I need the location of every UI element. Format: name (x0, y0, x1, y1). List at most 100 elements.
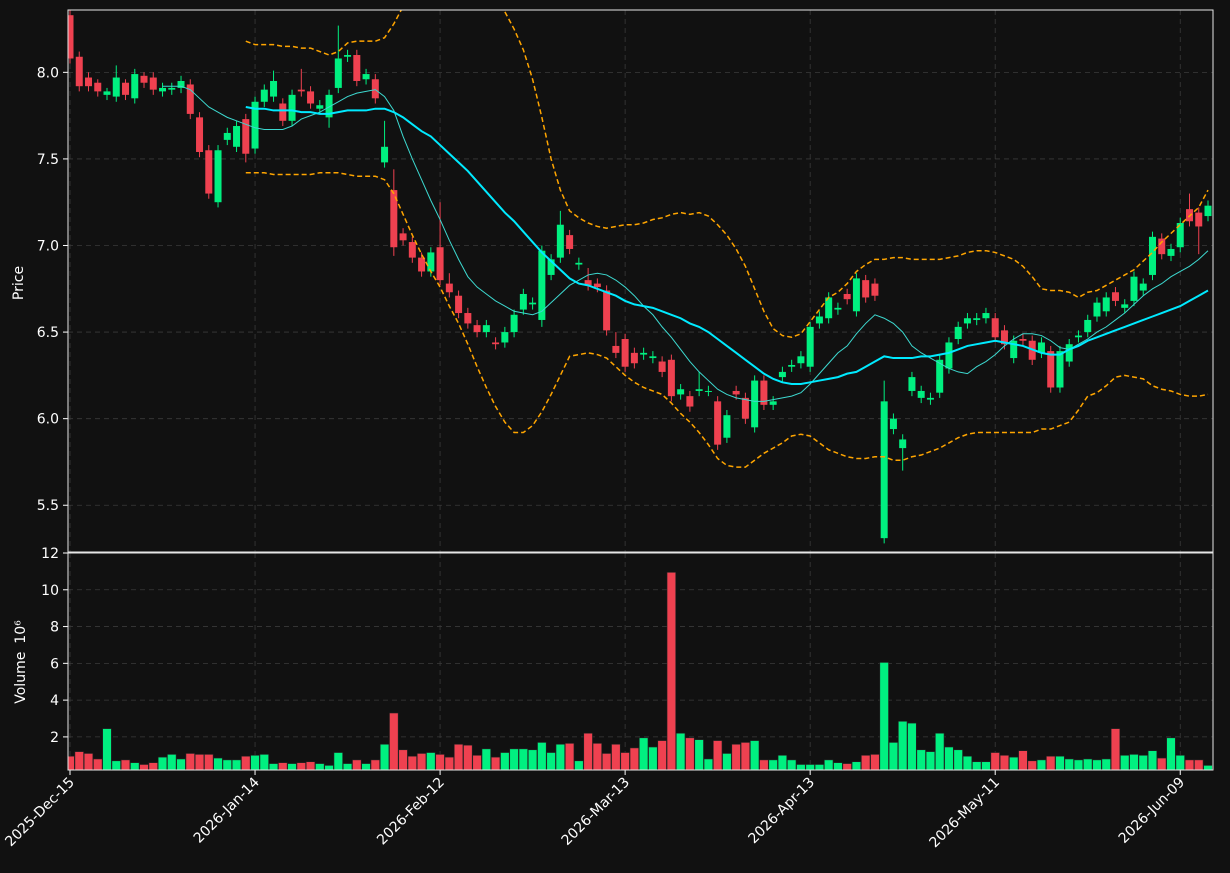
volume-bar (1184, 759, 1195, 770)
volume-bar (176, 758, 186, 770)
candle-body (667, 359, 675, 397)
y-tick-label: 12 (41, 546, 59, 562)
volume-bar (675, 732, 686, 770)
volume-bar (527, 749, 538, 770)
candle-body (917, 390, 925, 398)
volume-bar (666, 572, 677, 770)
volume-bar (722, 753, 732, 770)
volume-bar (694, 739, 704, 770)
candle-body (168, 87, 176, 90)
volume-bar (370, 759, 380, 770)
candle-body (94, 82, 102, 92)
candle-body (732, 390, 740, 395)
volume-bar (268, 763, 279, 770)
candle-body (1084, 319, 1092, 333)
candle-body (825, 297, 833, 319)
y-tick-label: 10 (41, 583, 59, 599)
volume-bar (768, 759, 778, 770)
candle-body (510, 314, 518, 333)
volume-bar (851, 761, 862, 770)
candle-body (852, 278, 860, 312)
volume-bar (398, 749, 408, 770)
volume-bar (842, 763, 852, 770)
y-tick-label: 8.0 (37, 65, 59, 81)
volume-frame (67, 552, 1214, 771)
candle-body (1093, 302, 1101, 317)
candle-body (325, 94, 333, 118)
volume-bar (657, 740, 667, 770)
candle-body (260, 89, 268, 102)
volume-bar (953, 749, 963, 770)
candle-body (122, 82, 130, 95)
candle-body (371, 79, 379, 99)
candle-body (843, 293, 851, 300)
candle-body (529, 302, 537, 305)
volume-bar (796, 764, 806, 770)
volume-bar (333, 752, 343, 770)
volume-bar (879, 662, 889, 770)
volume-bar (1138, 754, 1148, 770)
volume-bar (185, 753, 195, 770)
volume-bar (935, 732, 945, 770)
candle-body (288, 94, 296, 121)
indicator-line (162, 85, 1209, 402)
candle-body (1074, 335, 1082, 338)
candle-body (205, 150, 213, 194)
volume-bar (1092, 759, 1102, 770)
volume-bar (861, 754, 871, 770)
volume-bar (342, 763, 353, 770)
candle-body (75, 56, 83, 87)
candle-body (963, 318, 971, 324)
volume-bar (564, 743, 575, 770)
candle-body (899, 439, 907, 449)
volume-bar (638, 737, 649, 770)
volume-bar (222, 759, 232, 770)
candle-body (1148, 236, 1156, 275)
y-tick-label: 7.5 (37, 152, 59, 168)
volume-bar (305, 761, 316, 770)
volume-bar (518, 748, 528, 770)
candle-body (427, 252, 435, 272)
candle-body (1167, 248, 1175, 256)
candle-body (677, 389, 685, 395)
volume-bar (453, 743, 464, 770)
volume-bar (1203, 765, 1213, 770)
volume-bar (870, 754, 880, 770)
volume-bar (1046, 755, 1056, 770)
candle-body (186, 84, 194, 114)
candle-body (714, 401, 722, 445)
volume-bar (685, 737, 695, 770)
volume-bar (620, 752, 630, 770)
candle-body (621, 339, 629, 367)
candle-body (214, 150, 222, 203)
volume-bar (925, 751, 936, 770)
volume-bar (278, 762, 288, 770)
volume-bar (324, 765, 334, 770)
volume-bar (463, 744, 473, 770)
candle-body (575, 262, 583, 265)
volume-bar (1147, 750, 1158, 770)
volume-bar (472, 754, 482, 770)
volume-bar (1175, 754, 1185, 770)
volume-plot (68, 553, 1213, 770)
y-tick-label: 7.0 (37, 239, 59, 255)
candle-body (630, 352, 638, 364)
price-axis-label: Price (11, 266, 27, 300)
candle-body (334, 58, 342, 88)
volume-bar (888, 742, 899, 770)
candle-body (538, 250, 546, 320)
y-tick-label: 6.5 (37, 325, 59, 341)
candle-body (103, 91, 111, 95)
volume-bar (435, 754, 445, 770)
y-tick-label: 6 (50, 656, 59, 672)
candle-body (131, 74, 139, 99)
candle-body (1102, 297, 1110, 312)
candle-body (196, 117, 204, 152)
price-frame (67, 9, 1214, 553)
candle-body (408, 242, 416, 258)
volume-unit: 10⁶ (13, 620, 29, 644)
volume-label: Volume (13, 652, 29, 704)
volume-bar (93, 758, 103, 770)
candle-body (1139, 283, 1147, 291)
volume-bar (74, 751, 84, 770)
